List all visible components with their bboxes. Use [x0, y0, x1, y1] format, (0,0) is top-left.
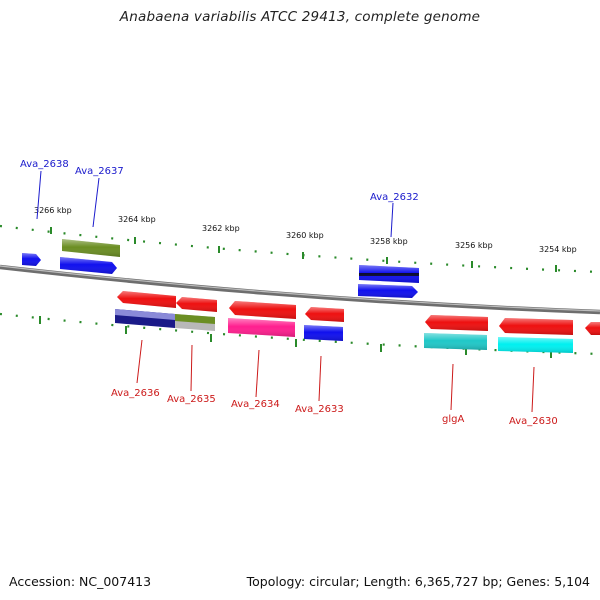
gene-label: Ava_2632 [370, 192, 419, 203]
tick-label: 3258 kbp [370, 237, 408, 246]
tick-label: 3264 kbp [118, 215, 156, 224]
accession-text: Accession: NC_007413 [9, 574, 152, 589]
tick-label: 3260 kbp [286, 231, 324, 240]
gene-label: Ava_2636 [111, 388, 160, 399]
forward-leaders [36, 170, 394, 238]
genome-backbone [0, 264, 600, 315]
topology-text: Topology: circular; Length: 6,365,727 bp… [246, 574, 590, 589]
gene-label: Ava_2638 [20, 159, 69, 170]
gene-label: Ava_2635 [167, 394, 216, 405]
map-title: Anabaena variabilis ATCC 29413, complete… [119, 9, 481, 25]
gene-label: Ava_2634 [231, 399, 280, 410]
gene-label: Ava_2637 [75, 166, 124, 177]
tick-label: 3262 kbp [202, 224, 240, 233]
tick-label: 3266 kbp [34, 206, 72, 215]
gene-label: Ava_2630 [509, 416, 558, 427]
reverse-genes [115, 291, 600, 353]
tick-label: 3254 kbp [539, 245, 577, 254]
gene-label: glgA [442, 414, 464, 425]
tick-label: 3256 kbp [455, 241, 493, 250]
gene-label: Ava_2633 [295, 404, 344, 415]
reverse-leaders [136, 339, 535, 413]
major-ticks-outer [50, 227, 557, 272]
forward-genes [22, 239, 419, 298]
